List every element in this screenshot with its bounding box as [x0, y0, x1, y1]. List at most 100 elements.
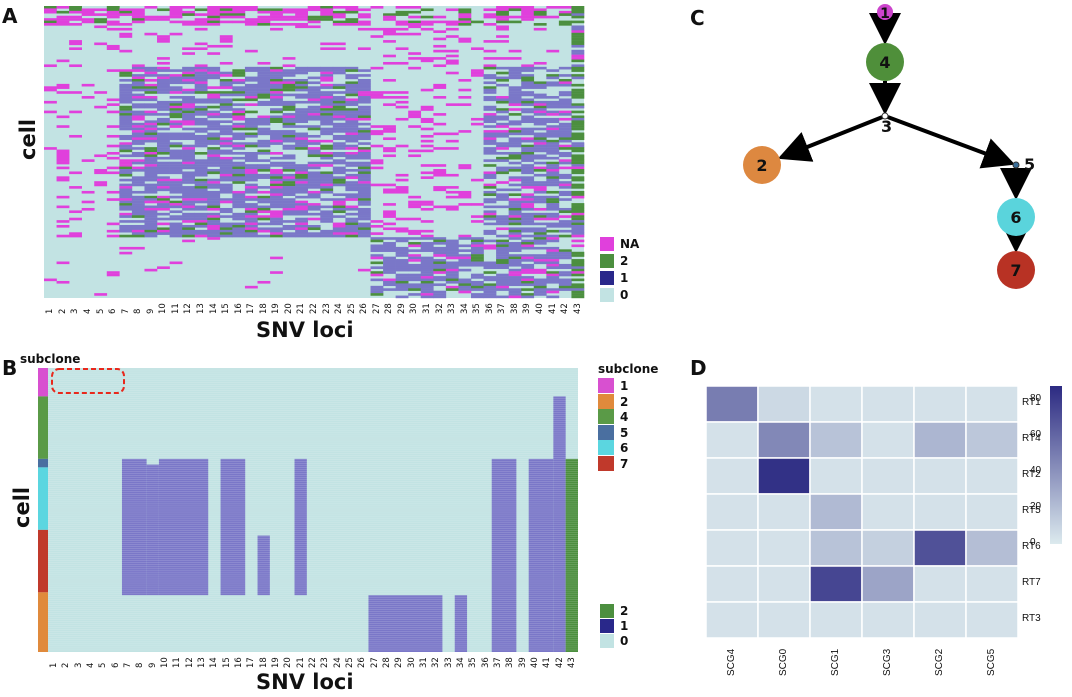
panel-a-cell [483, 261, 497, 265]
panel-a-xtick: 19 [271, 303, 282, 314]
panel-a-cell [257, 200, 271, 204]
panel-a-cell [496, 132, 509, 136]
panel-a-cell [320, 91, 334, 94]
panel-a-cell [483, 198, 497, 201]
panel-a-cell [295, 190, 309, 194]
panel-a-cell [194, 161, 208, 165]
panel-a-cell [420, 144, 434, 148]
panel-a-cell [508, 205, 522, 209]
panel-a-cell [420, 263, 434, 267]
panel-a-cell [508, 57, 522, 60]
panel-a-cell [270, 186, 283, 189]
panel-a-cell [194, 207, 208, 211]
panel-a-cell [131, 64, 145, 68]
panel-a-cell [496, 147, 509, 150]
panel-a-cell [106, 13, 120, 16]
panel-a-cell [408, 110, 422, 114]
panel-a-cell [157, 186, 170, 189]
panel-a-cell [295, 229, 309, 233]
panel-b-block [146, 464, 159, 596]
panel-a-cell [420, 249, 434, 252]
panel-a-cell [232, 198, 246, 201]
panel-a-cell [496, 273, 509, 277]
panel-a-cell [282, 132, 296, 136]
panel-a-cell [357, 195, 371, 199]
panel-a-cell [433, 20, 447, 24]
panel-a-cell [157, 35, 170, 38]
panel-a-cell [345, 81, 359, 85]
panel-a-cell [257, 74, 271, 77]
panel-d-cell [809, 493, 863, 531]
panel-a-cell [244, 210, 258, 214]
panel-a-cell [370, 293, 384, 296]
panel-a-cell [370, 91, 384, 94]
panel-d-cell [965, 421, 1019, 459]
panel-a-cell [320, 13, 334, 16]
panel-a-cell [182, 205, 195, 209]
panel-a-cell [345, 164, 359, 167]
panel-a-cell [94, 25, 108, 29]
panel-a-cell [332, 103, 346, 106]
panel-a-cell [571, 268, 585, 272]
panel-a-cell [157, 15, 170, 19]
panel-a-cell [131, 225, 145, 228]
panel-a-cell [169, 227, 183, 231]
panel-a-cell [169, 134, 183, 138]
tree-node-1 [877, 4, 893, 20]
panel-a-cell [345, 188, 359, 192]
panel-a-cell [558, 152, 572, 155]
panel-a-cell [558, 190, 572, 194]
panel-a-cell [295, 217, 309, 221]
panel-a-cell [131, 142, 145, 145]
panel-a-cell [408, 20, 422, 24]
panel-a-cell [194, 74, 208, 77]
panel-b-ylabel: cell [10, 486, 34, 528]
panel-a-cell [244, 188, 258, 192]
panel-a-cell [332, 181, 346, 184]
panel-a-cell [232, 74, 246, 77]
panel-a-cell [521, 200, 535, 204]
panel-a-cell [282, 198, 296, 201]
panel-a-cell [521, 137, 535, 141]
panel-a-cell [320, 181, 334, 184]
panel-a-cell [182, 122, 195, 126]
panel-a-cell [332, 207, 346, 211]
panel-a-cell [320, 186, 334, 189]
panel-a-cell [508, 156, 522, 160]
panel-a-cell [157, 222, 170, 226]
panel-a-xtick: 14 [208, 303, 219, 314]
panel-a-cell [320, 10, 334, 14]
panel-a-cell [345, 173, 359, 177]
panel-a-cell [169, 10, 183, 14]
panel-a-cell [558, 81, 572, 85]
panel-d-cell [965, 601, 1019, 639]
panel-a-cell [433, 132, 447, 136]
panel-a-cell [119, 79, 133, 82]
panel-a-cell [345, 127, 359, 131]
panel-a-cell [182, 100, 195, 104]
panel-a-cell [345, 181, 359, 184]
panel-a-cell [571, 169, 585, 172]
panel-a-cell [194, 142, 208, 145]
panel-a-xtick: 43 [572, 303, 583, 314]
panel-a-cell [182, 52, 195, 55]
panel-a-cell [81, 8, 95, 12]
panel-a-cell [445, 132, 459, 136]
panel-a-cell [470, 20, 484, 24]
panel-a-cell [533, 23, 547, 26]
panel-a-cell [257, 164, 271, 167]
panel-a-xtick: 32 [434, 303, 445, 314]
panel-a-cell [533, 195, 547, 199]
panel-a-cell [282, 103, 296, 106]
panel-d-cell [913, 385, 967, 423]
panel-a-cell [282, 154, 296, 158]
panel-a-cell [345, 198, 359, 201]
panel-a-cell [232, 113, 246, 116]
panel-a-cell [270, 108, 283, 111]
panel-a-cell [345, 108, 359, 111]
panel-a-cell [571, 91, 585, 94]
panel-a-cell [483, 115, 497, 119]
panel-a-cell [219, 171, 233, 175]
panel-a-cell [483, 74, 497, 77]
panel-a-cell [345, 161, 359, 165]
